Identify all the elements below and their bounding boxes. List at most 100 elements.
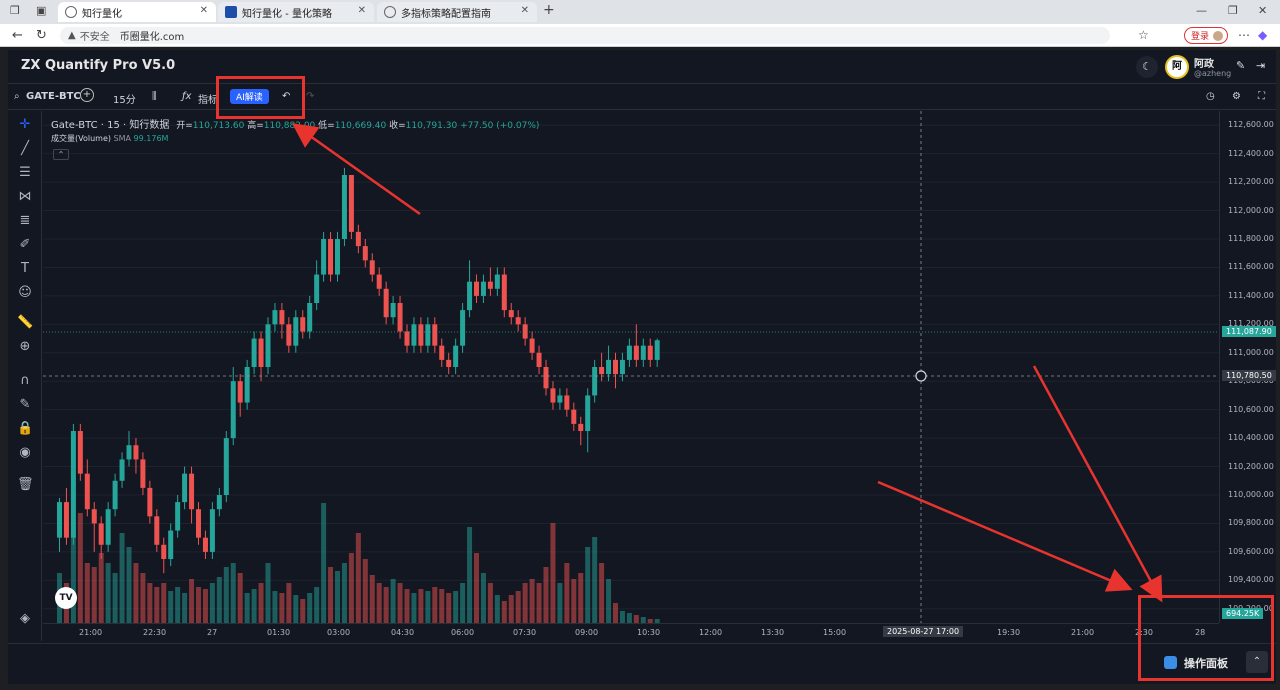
candle-body bbox=[348, 175, 354, 232]
volume-bars bbox=[57, 503, 660, 623]
browser-tab-guide[interactable]: 多指标策略配置指南 ✕ bbox=[377, 2, 537, 22]
reload-icon[interactable]: ↻ bbox=[36, 28, 47, 43]
tradingview-logo[interactable]: TV bbox=[55, 587, 77, 609]
candle-body bbox=[619, 359, 625, 375]
emoji-icon[interactable]: ☺ bbox=[18, 285, 32, 300]
price-scale[interactable]: 112,600.00 112,400.00 112,200.00 112,000.00… bbox=[1219, 111, 1276, 623]
candle-body bbox=[196, 509, 201, 538]
volume-bar bbox=[140, 573, 146, 623]
more-menu-icon[interactable]: ⋯ bbox=[1238, 28, 1250, 42]
volume-bar bbox=[425, 591, 431, 623]
volume-label: 成交量(Volume) bbox=[51, 134, 111, 143]
new-tab-button[interactable]: + bbox=[543, 2, 555, 18]
tab-label: 知行量化 - 量化策略 bbox=[242, 8, 332, 20]
annotation-box-panel bbox=[1138, 595, 1274, 681]
time-label: 10:30 bbox=[637, 628, 661, 637]
fib-icon[interactable]: ≣ bbox=[19, 213, 31, 228]
volume-bar bbox=[196, 587, 201, 623]
indicators-button[interactable]: 指标 bbox=[198, 95, 218, 106]
price-label: 112,000.00 bbox=[1228, 205, 1274, 215]
last-price-tag: 111,087.90 bbox=[1222, 326, 1276, 337]
annotation-box-ai bbox=[216, 76, 305, 119]
alert-icon[interactable]: ◷ bbox=[1206, 91, 1215, 102]
pattern-icon[interactable]: ⋈ bbox=[18, 189, 32, 204]
back-arrow-icon[interactable]: ← bbox=[12, 28, 23, 43]
minimize-button[interactable]: — bbox=[1196, 4, 1207, 17]
compare-add-icon[interactable]: + bbox=[80, 88, 94, 102]
tab-actions-icon[interactable]: ▣ bbox=[36, 4, 47, 17]
browser-tab-zhixing[interactable]: 知行量化 ✕ bbox=[58, 2, 216, 22]
candle-body bbox=[633, 345, 639, 360]
candle-body bbox=[307, 303, 313, 332]
crosshair-time-tag: 2025-08-27 17:00 bbox=[883, 626, 964, 637]
chart-type-icon[interactable]: ⫼ bbox=[152, 91, 157, 102]
volume-bar bbox=[536, 583, 542, 623]
time-label: 13:30 bbox=[761, 628, 785, 637]
parallel-lines-icon[interactable]: ☰ bbox=[19, 165, 31, 180]
candle-body bbox=[265, 324, 271, 367]
maximize-button[interactable]: ❐ bbox=[1228, 4, 1238, 17]
settings-gear-icon[interactable]: ⚙ bbox=[1232, 91, 1241, 102]
redo-icon[interactable]: ↷ bbox=[306, 91, 315, 102]
brush-icon[interactable]: ✐ bbox=[19, 237, 31, 252]
panel-icon bbox=[1164, 656, 1177, 669]
copilot-icon[interactable]: ◆ bbox=[1258, 28, 1268, 42]
text-icon[interactable]: T bbox=[21, 261, 29, 276]
interval-selector[interactable]: 15分 bbox=[113, 95, 136, 106]
candle-body bbox=[140, 459, 146, 488]
close-icon[interactable]: ✕ bbox=[199, 5, 208, 16]
url-text: 币圈量化.com bbox=[119, 32, 185, 43]
user-handle: @azheng bbox=[1194, 69, 1232, 78]
avatar[interactable]: 阿 bbox=[1165, 55, 1189, 79]
chart-pane[interactable]: Gate-BTC · 15 · 知行数据 开=110,713.60 高=110,… bbox=[43, 111, 1219, 623]
volume-bar bbox=[619, 611, 625, 623]
workspaces-icon[interactable]: ❒ bbox=[10, 4, 20, 17]
trash-icon[interactable]: 🗑 bbox=[17, 477, 34, 492]
edit-icon[interactable]: ✎ bbox=[1236, 59, 1246, 72]
volume-bar bbox=[480, 573, 486, 623]
volume-bar bbox=[175, 587, 181, 623]
candle-body bbox=[585, 395, 591, 431]
volume-bar bbox=[647, 619, 653, 623]
undo-icon[interactable]: ↶ bbox=[282, 91, 291, 102]
close-icon[interactable]: ✕ bbox=[520, 5, 529, 16]
logout-icon[interactable]: ⇥ bbox=[1256, 59, 1266, 72]
profile-login-button[interactable]: 登录 bbox=[1184, 27, 1228, 44]
candle-body bbox=[244, 367, 250, 403]
symbol-selector[interactable]: GATE-BTC bbox=[26, 91, 81, 102]
expand-panel-icon[interactable]: ⌃ bbox=[1246, 651, 1268, 673]
candle-body bbox=[474, 281, 479, 296]
ruler-icon[interactable]: 📏 bbox=[17, 315, 34, 330]
ai-analysis-button[interactable]: AI解读 bbox=[230, 89, 269, 104]
candle-body bbox=[105, 509, 111, 545]
candle-body bbox=[258, 338, 264, 367]
candle-body bbox=[390, 303, 396, 318]
trendline-icon[interactable]: ╱ bbox=[21, 141, 29, 156]
symbol-search-icon[interactable]: ⌕ bbox=[14, 91, 20, 102]
favorites-icon[interactable]: ☆ bbox=[1138, 28, 1149, 42]
close-icon[interactable]: ✕ bbox=[357, 5, 366, 16]
close-window-button[interactable]: ✕ bbox=[1258, 4, 1268, 17]
lock-drawing-icon[interactable]: ✎ bbox=[19, 397, 31, 412]
price-label: 110,400.00 bbox=[1228, 433, 1274, 443]
layers-icon[interactable]: ◈ bbox=[20, 611, 30, 626]
dark-mode-toggle-icon[interactable]: ☾ bbox=[1136, 56, 1158, 78]
zoom-in-icon[interactable]: ⊕ bbox=[19, 339, 31, 354]
fullscreen-icon[interactable]: ⛶ bbox=[1258, 91, 1265, 102]
crosshair-icon[interactable]: ✛ bbox=[19, 117, 31, 132]
candle-body bbox=[487, 281, 493, 289]
magnet-icon[interactable]: ∩ bbox=[20, 373, 30, 388]
collapse-legend-button[interactable]: ⌃ bbox=[53, 149, 69, 160]
volume-bar bbox=[397, 583, 403, 623]
candlestick-chart[interactable] bbox=[43, 111, 1219, 623]
eye-icon[interactable]: ◉ bbox=[19, 445, 31, 460]
lock-icon[interactable]: 🔒 bbox=[17, 421, 34, 436]
browser-tab-strategy[interactable]: 知行量化 - 量化策略 ✕ bbox=[218, 2, 374, 22]
operation-panel-button[interactable]: 操作面板 bbox=[1184, 657, 1228, 670]
volume-bar bbox=[300, 599, 306, 623]
candle-body bbox=[98, 523, 104, 545]
time-scale[interactable]: 21:00 22:30 27 01:30 03:00 04:30 06:00 07:30 09:… bbox=[43, 623, 1219, 641]
volume-bar bbox=[251, 589, 257, 623]
volume-bar bbox=[543, 567, 549, 623]
address-bar[interactable]: ▲ 不安全 币圈量化.com bbox=[60, 27, 1110, 44]
